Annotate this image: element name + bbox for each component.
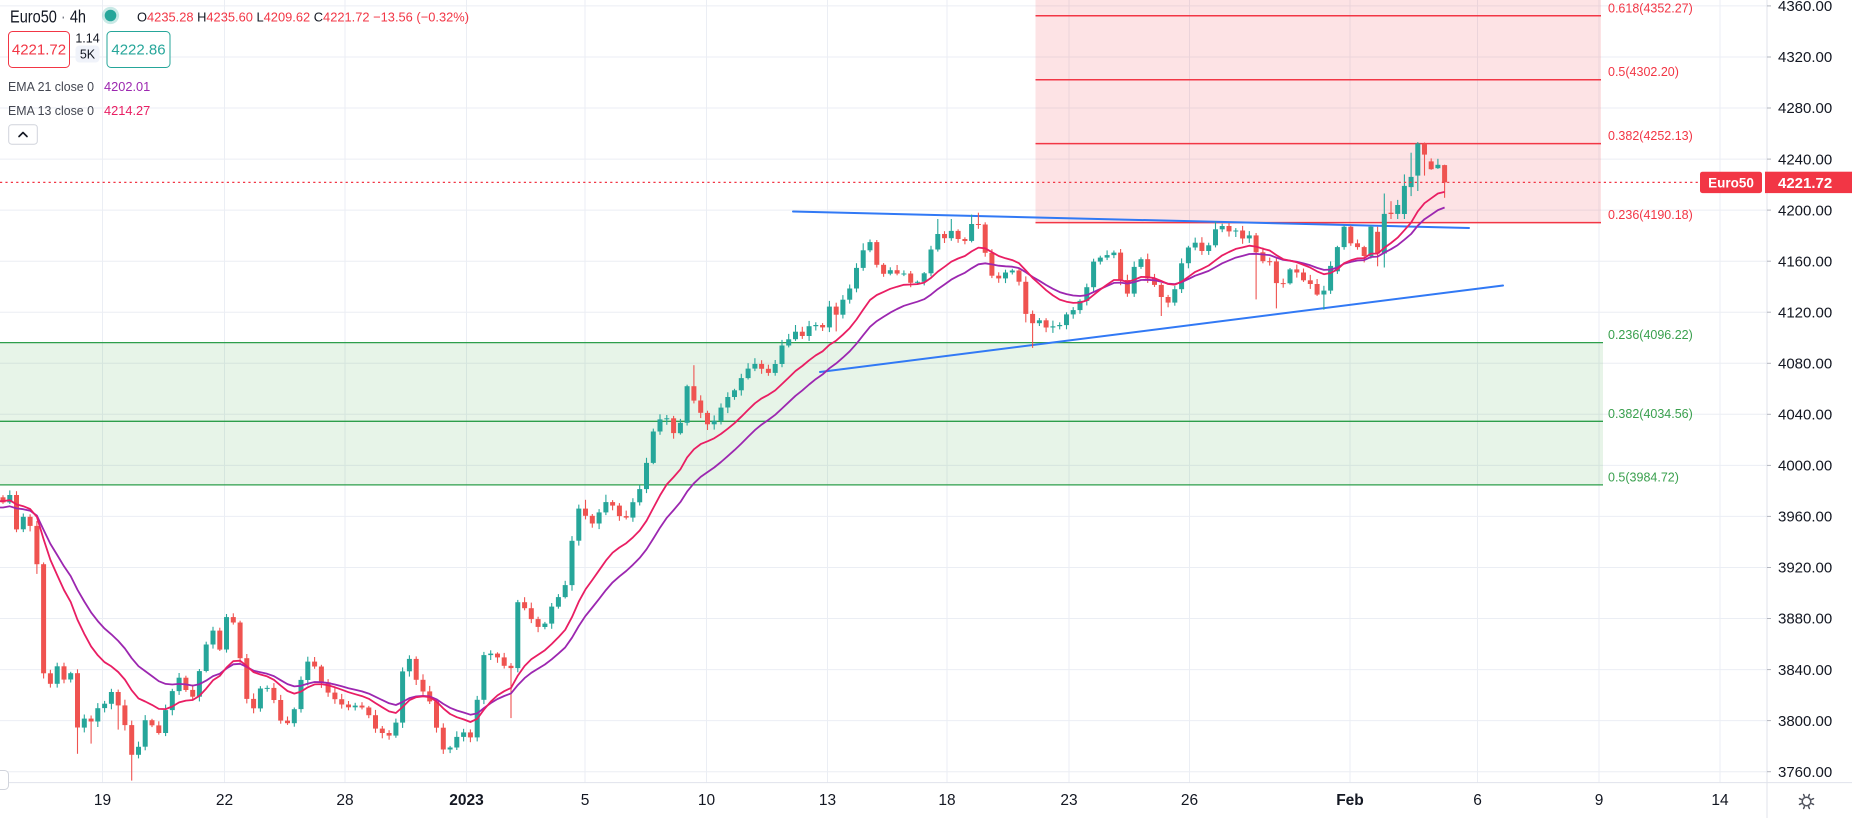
svg-text:0.236(4190.18): 0.236(4190.18): [1608, 208, 1693, 222]
svg-text:4040.00: 4040.00: [1778, 407, 1832, 424]
svg-text:0.382(4034.56): 0.382(4034.56): [1608, 407, 1693, 421]
svg-text:4240.00: 4240.00: [1778, 151, 1832, 168]
svg-text:0.5(3984.72): 0.5(3984.72): [1608, 470, 1679, 484]
svg-text:4120.00: 4120.00: [1778, 304, 1832, 321]
svg-text:3960.00: 3960.00: [1778, 509, 1832, 526]
svg-text:0.618(4352.27): 0.618(4352.27): [1608, 1, 1693, 15]
svg-text:4222.86: 4222.86: [111, 42, 165, 59]
svg-text:26: 26: [1181, 792, 1198, 809]
svg-text:0.382(4252.13): 0.382(4252.13): [1608, 129, 1693, 143]
svg-text:23: 23: [1060, 792, 1077, 809]
svg-text:3920.00: 3920.00: [1778, 560, 1832, 577]
svg-text:18: 18: [938, 792, 955, 809]
svg-text:9: 9: [1595, 792, 1604, 809]
svg-text:5: 5: [581, 792, 590, 809]
svg-text:3880.00: 3880.00: [1778, 611, 1832, 628]
svg-text:Euro50 · 4h: Euro50 · 4h: [10, 7, 86, 27]
svg-text:3840.00: 3840.00: [1778, 662, 1832, 679]
svg-text:0.236(4096.22): 0.236(4096.22): [1608, 328, 1693, 342]
svg-text:4221.72: 4221.72: [1778, 175, 1832, 192]
svg-text:3760.00: 3760.00: [1778, 764, 1832, 781]
svg-text:5K: 5K: [80, 48, 96, 62]
svg-text:10: 10: [698, 792, 716, 809]
svg-text:22: 22: [216, 792, 233, 809]
svg-text:28: 28: [336, 792, 353, 809]
svg-text:19: 19: [94, 792, 111, 809]
svg-text:2023: 2023: [449, 792, 484, 809]
svg-text:EMA 13 close 0: EMA 13 close 0: [8, 103, 94, 118]
svg-text:14: 14: [1711, 792, 1729, 809]
svg-text:4221.72: 4221.72: [12, 42, 66, 59]
svg-text:O4235.28 H4235.60 L4209.62 C42: O4235.28 H4235.60 L4209.62 C4221.72 −13.…: [137, 10, 469, 25]
svg-text:4280.00: 4280.00: [1778, 100, 1832, 117]
svg-text:4360.00: 4360.00: [1778, 0, 1832, 15]
svg-text:6: 6: [1473, 792, 1482, 809]
svg-text:4320.00: 4320.00: [1778, 49, 1832, 66]
svg-text:Euro50: Euro50: [1708, 175, 1754, 190]
svg-text:0.5(4302.20): 0.5(4302.20): [1608, 65, 1679, 79]
svg-text:1.14: 1.14: [75, 32, 99, 46]
svg-text:4160.00: 4160.00: [1778, 253, 1832, 270]
svg-text:4000.00: 4000.00: [1778, 458, 1832, 475]
svg-text:3800.00: 3800.00: [1778, 713, 1832, 730]
svg-text:4080.00: 4080.00: [1778, 356, 1832, 373]
svg-text:4214.27: 4214.27: [104, 103, 150, 118]
svg-text:4200.00: 4200.00: [1778, 202, 1832, 219]
svg-text:Feb: Feb: [1336, 792, 1364, 809]
svg-text:4202.01: 4202.01: [104, 79, 150, 94]
svg-text:EMA 21 close 0: EMA 21 close 0: [8, 79, 94, 94]
svg-text:13: 13: [819, 792, 836, 809]
